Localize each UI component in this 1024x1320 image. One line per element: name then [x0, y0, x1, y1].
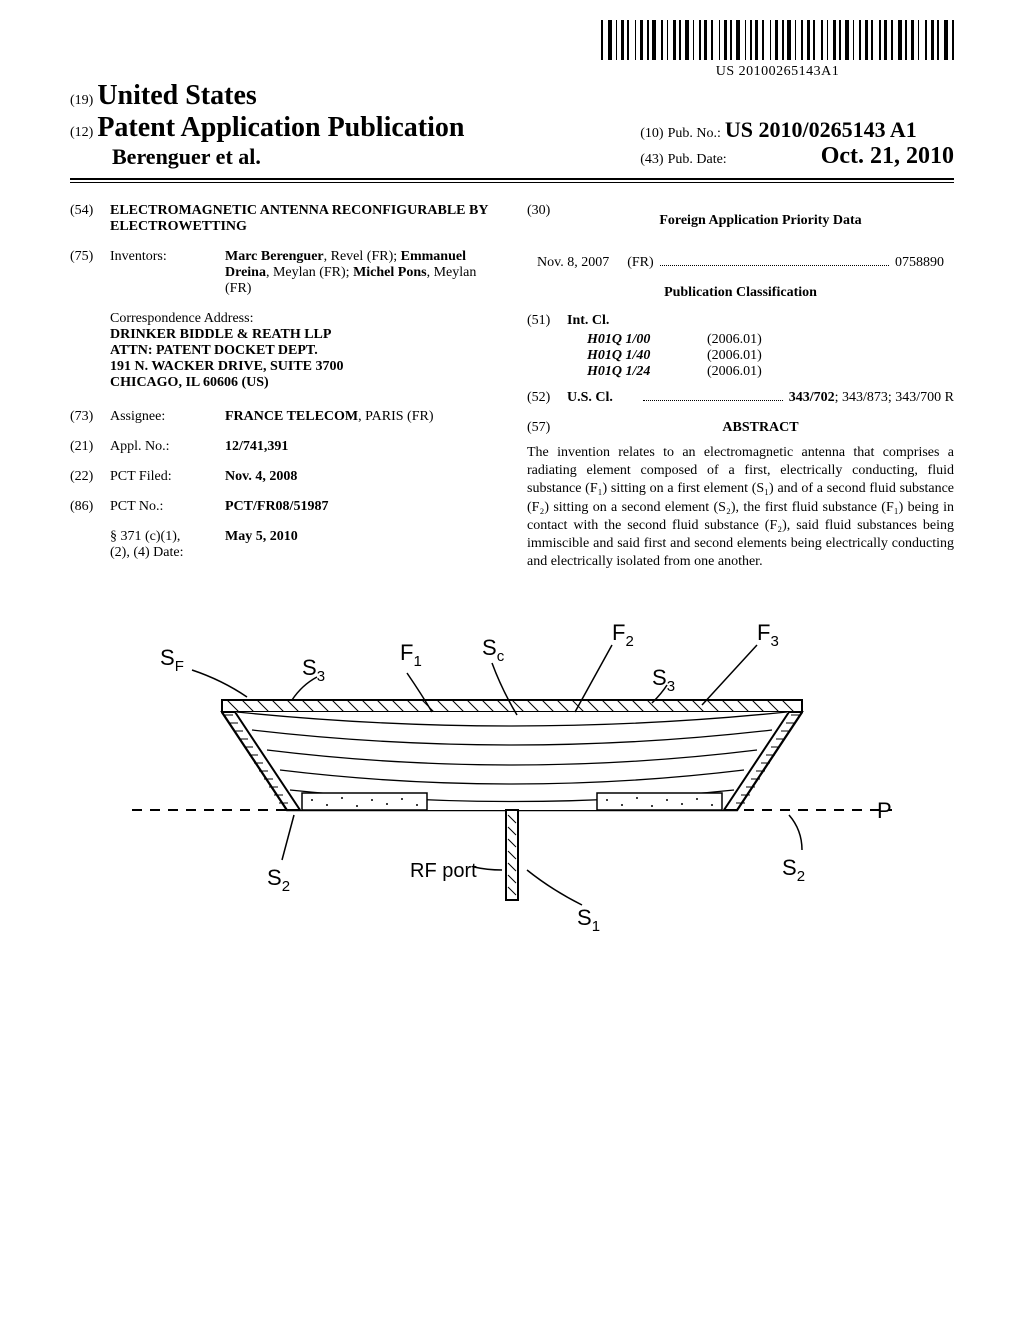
- pctno-label: PCT No.:: [110, 499, 225, 515]
- inventors-inid: (75): [70, 249, 110, 297]
- abstract-label: ABSTRACT: [567, 420, 954, 436]
- assignee-label: Assignee:: [110, 409, 225, 425]
- pctno-inid: (86): [70, 499, 110, 515]
- s371-inid: [70, 529, 110, 561]
- inventors-value: Marc Berenguer, Revel (FR); Emmanuel Dre…: [225, 249, 497, 297]
- pub-no-label: Pub. No.:: [668, 126, 721, 141]
- s371-label: § 371 (c)(1), (2), (4) Date:: [110, 529, 225, 561]
- assignee-value: FRANCE TELECOM, PARIS (FR): [225, 409, 497, 425]
- pub-no: US 2010/0265143 A1: [725, 117, 917, 142]
- intcl-1-ed: (2006.01): [707, 348, 762, 364]
- pctfiled-inid: (22): [70, 469, 110, 485]
- fig-label-rfport: RF port: [410, 860, 477, 882]
- barcode-text: US 20100265143A1: [601, 64, 954, 80]
- priority-country: (FR): [627, 255, 653, 271]
- antenna-diagram: SF S3 F1 Sc F2 F3 S3 S2 S2 RF port S1 P: [122, 615, 902, 955]
- doc-kind: Patent Application Publication: [97, 112, 464, 143]
- corr-line-3: CHICAGO, IL 60606 (US): [110, 375, 269, 390]
- intcl-1-code: H01Q 1/40: [587, 348, 707, 364]
- uscl-inid: (52): [527, 390, 567, 406]
- assignee-inid: (73): [70, 409, 110, 425]
- barcode-stripes: [601, 20, 954, 60]
- pub-date-inid: (43): [640, 152, 663, 167]
- fig-label-S3-left: S3: [302, 655, 325, 685]
- left-column: (54) ELECTROMAGNETIC ANTENNA RECONFIGURA…: [70, 203, 497, 575]
- document-header: (19) United States (12) Patent Applicati…: [70, 80, 954, 170]
- inventors-label: Inventors:: [110, 249, 225, 297]
- s371-date: May 5, 2010: [225, 529, 298, 544]
- title-inid: (54): [70, 203, 110, 235]
- priority-date: Nov. 8, 2007: [537, 255, 609, 271]
- doc-kind-inid: (12): [70, 125, 93, 140]
- fig-label-F2: F2: [612, 620, 634, 650]
- pctfiled-value: Nov. 4, 2008: [225, 469, 297, 484]
- fig-label-F3: F3: [757, 620, 779, 650]
- priority-title: Foreign Application Priority Data: [567, 213, 954, 229]
- corr-line-0: DRINKER BIDDLE & REATH LLP: [110, 327, 331, 342]
- fig-label-Sc: Sc: [482, 635, 505, 665]
- corr-line-2: 191 N. WACKER DRIVE, SUITE 3700: [110, 359, 344, 374]
- country-inid: (19): [70, 93, 93, 108]
- authors-line: Berenguer et al.: [112, 144, 464, 170]
- pub-date: Oct. 21, 2010: [821, 143, 954, 169]
- appl-inid: (21): [70, 439, 110, 455]
- invention-title: ELECTROMAGNETIC ANTENNA RECONFIGURABLE B…: [110, 203, 488, 234]
- abstract-inid: (57): [527, 420, 567, 436]
- abstract-text: The invention relates to an electromagne…: [527, 444, 954, 571]
- dots-fill-2: [643, 390, 783, 401]
- intcl-2-ed: (2006.01): [707, 364, 762, 380]
- pub-class-title: Publication Classification: [527, 285, 954, 301]
- correspondence-block: Correspondence Address: DRINKER BIDDLE &…: [110, 311, 497, 391]
- intcl-0-code: H01Q 1/00: [587, 332, 707, 348]
- fig-label-S2-left: S2: [267, 865, 290, 895]
- fig-label-SF: SF: [160, 645, 184, 675]
- fig-label-P: P: [877, 798, 892, 823]
- right-column: (30) Foreign Application Priority Data N…: [527, 203, 954, 575]
- dots-fill: [660, 255, 889, 266]
- fig-label-S1: S1: [577, 905, 600, 935]
- intcl-2-code: H01Q 1/24: [587, 364, 707, 380]
- biblio-columns: (54) ELECTROMAGNETIC ANTENNA RECONFIGURA…: [70, 203, 954, 575]
- pub-date-label: Pub. Date:: [668, 152, 727, 167]
- appl-no: 12/741,391: [225, 439, 288, 454]
- correspondence-label: Correspondence Address:: [110, 311, 497, 327]
- appl-label: Appl. No.:: [110, 439, 225, 455]
- header-rule-thin: [70, 182, 954, 183]
- pctfiled-label: PCT Filed:: [110, 469, 225, 485]
- country-name: United States: [97, 80, 256, 111]
- fig-label-S2-right: S2: [782, 855, 805, 885]
- uscl-value: 343/702; 343/873; 343/700 R: [789, 390, 954, 406]
- corr-line-1: ATTN: PATENT DOCKET DEPT.: [110, 343, 318, 358]
- intcl-0-ed: (2006.01): [707, 332, 762, 348]
- priority-no: 0758890: [895, 255, 944, 271]
- priority-row: Nov. 8, 2007 (FR) 0758890: [527, 255, 954, 271]
- fig-label-F1: F1: [400, 640, 422, 670]
- uscl-label: U.S. Cl.: [567, 390, 613, 405]
- barcode-block: US 20100265143A1: [601, 20, 954, 80]
- figure-area: SF S3 F1 Sc F2 F3 S3 S2 S2 RF port S1 P: [70, 615, 954, 955]
- intcl-inid: (51): [527, 313, 567, 329]
- intcl-label: Int. Cl.: [567, 313, 627, 329]
- pub-no-inid: (10): [640, 126, 663, 141]
- pctno-value: PCT/FR08/51987: [225, 499, 328, 514]
- priority-inid: (30): [527, 203, 567, 241]
- header-rule-thick: [70, 178, 954, 180]
